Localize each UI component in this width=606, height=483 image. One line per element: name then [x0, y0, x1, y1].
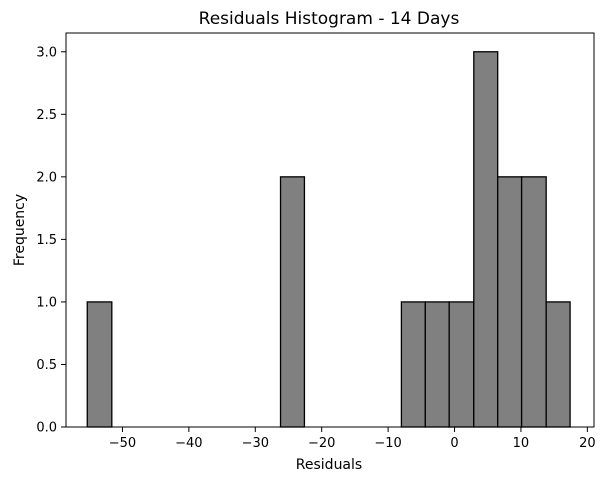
x-tick-label: −50	[109, 436, 136, 451]
plot-frame	[65, 32, 595, 428]
x-tick-label: −30	[242, 436, 269, 451]
histogram-bar	[497, 176, 523, 428]
y-tick-label: 3.0	[36, 45, 57, 60]
x-tick-label: 10	[513, 436, 530, 451]
chart-title: Residuals Histogram - 14 Days	[199, 9, 460, 29]
ticks-layer: −50 −40 −30 −20 −10 0 10 20 0.0 0.5 1.0 1.5 2.0 2.5 3.…	[36, 45, 595, 451]
x-tick-label: −10	[374, 436, 401, 451]
histogram-bar	[86, 301, 113, 428]
histogram-bar	[279, 176, 306, 428]
y-tick-label: 0.5	[36, 358, 57, 373]
x-tick-label: −20	[308, 436, 335, 451]
y-axis-label: Frequency	[12, 194, 28, 266]
x-axis-label: Residuals	[296, 457, 362, 473]
histogram-bar	[424, 301, 450, 428]
bars-layer	[86, 51, 571, 428]
y-tick-label: 0.0	[36, 421, 57, 436]
x-tick-label: 0	[450, 436, 458, 451]
x-tick-label: −40	[175, 436, 202, 451]
histogram-bar	[400, 301, 426, 428]
histogram-bar	[448, 301, 475, 428]
y-tick-label: 1.0	[36, 295, 57, 310]
y-tick-label: 2.5	[36, 108, 57, 123]
histogram-bar	[473, 51, 499, 428]
histogram-bar	[520, 176, 547, 428]
x-tick-label: 20	[579, 436, 596, 451]
y-tick-label: 2.0	[36, 170, 57, 185]
histogram-bar	[545, 301, 571, 428]
y-tick-label: 1.5	[36, 233, 57, 248]
